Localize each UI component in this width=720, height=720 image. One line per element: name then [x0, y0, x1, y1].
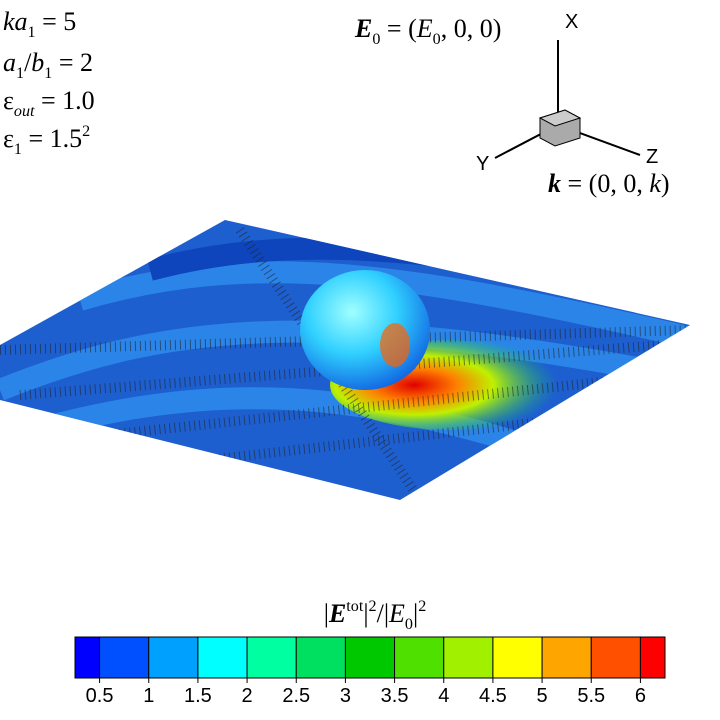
- colorbar-segment: [295, 636, 346, 679]
- colorbar-tick-label: 0.5: [86, 685, 114, 707]
- text-run: |: [413, 599, 418, 628]
- axis-label: X: [565, 11, 578, 33]
- colorbar-segment: [344, 636, 396, 679]
- text-run: k: [649, 169, 661, 198]
- label: E0 = (E0, 0, 0): [354, 14, 501, 48]
- text-run: ): [661, 169, 670, 198]
- colorbar-segment: [99, 636, 150, 679]
- text-run: 0: [405, 616, 413, 633]
- colorbar-tick-label: 3.5: [381, 685, 409, 707]
- colorbar-tick-label: 3: [340, 685, 351, 707]
- colorbar-tick-label: 5.5: [577, 685, 605, 707]
- text-run: k: [548, 169, 561, 198]
- label: ε1 = 1.52: [3, 123, 90, 158]
- text-run: a: [3, 48, 16, 77]
- axis-triad: [494, 40, 641, 159]
- text-run: , 0, 0): [441, 14, 502, 43]
- axis-label: Y: [476, 153, 489, 175]
- text-run: E: [388, 599, 405, 628]
- label: k = (0, 0, k): [548, 169, 670, 198]
- colorbar-tick-label: 1: [143, 685, 154, 707]
- text-run: 0: [433, 31, 441, 48]
- text-run: 1: [28, 24, 36, 41]
- text-run: = (0, 0,: [561, 169, 649, 198]
- axis-label: Z: [646, 146, 658, 168]
- text-run: = 2: [52, 48, 93, 77]
- label: εout = 1.0: [3, 86, 95, 120]
- text-run: ka: [3, 7, 28, 36]
- colorbar-tick-label: 2.5: [282, 685, 310, 707]
- text-run: 2: [82, 123, 90, 140]
- text-run: E: [328, 599, 346, 628]
- text-run: = 5: [36, 7, 77, 36]
- text-run: 1: [16, 65, 24, 82]
- text-run: 2: [369, 598, 377, 615]
- text-run: E: [416, 14, 433, 43]
- text-run: ε: [3, 86, 14, 115]
- colorbar-segment: [246, 636, 297, 679]
- colorbar-tick-label: 1.5: [184, 685, 212, 707]
- text-run: E: [354, 14, 372, 43]
- colorbar-tick-label: 5: [537, 685, 548, 707]
- colorbar-segment: [590, 636, 641, 679]
- label: ka1 = 5: [3, 7, 76, 41]
- label: |Etot|2/|E0|2: [324, 598, 427, 633]
- colorbar-segment: [394, 636, 445, 679]
- colorbar-tick-label: 4: [438, 685, 449, 707]
- text-run: 1: [14, 141, 22, 158]
- text-run: 0: [372, 31, 380, 48]
- text-run: /: [24, 48, 32, 77]
- text-run: = (: [380, 14, 416, 43]
- colorbar-segment: [492, 636, 543, 679]
- text-run: |: [363, 599, 368, 628]
- colorbar-tick-label: 4.5: [479, 685, 507, 707]
- text-run: |: [324, 599, 329, 628]
- colorbar-segment: [74, 636, 101, 679]
- colorbar-segment: [197, 636, 248, 679]
- text-run: 1: [44, 65, 52, 82]
- colorbar-tick-label: 2: [242, 685, 253, 707]
- text-run: tot: [346, 598, 364, 615]
- colorbar-segment: [443, 636, 494, 679]
- text-run: /|: [377, 599, 389, 628]
- hot-spot: [380, 323, 410, 367]
- colorbar-segment: [541, 636, 592, 679]
- label: a1/b1 = 2: [3, 48, 93, 82]
- text-run: 2: [418, 598, 426, 615]
- colorbar-segment: [639, 636, 666, 679]
- colorbar-tick-label: 6: [635, 685, 646, 707]
- text-run: = 1.5: [22, 124, 82, 153]
- text-run: ε: [3, 124, 14, 153]
- text-run: = 1.0: [35, 86, 95, 115]
- text-run: out: [14, 103, 35, 120]
- scatterer: [300, 270, 430, 390]
- colorbar-segment: [148, 636, 199, 679]
- text-run: b: [31, 48, 44, 77]
